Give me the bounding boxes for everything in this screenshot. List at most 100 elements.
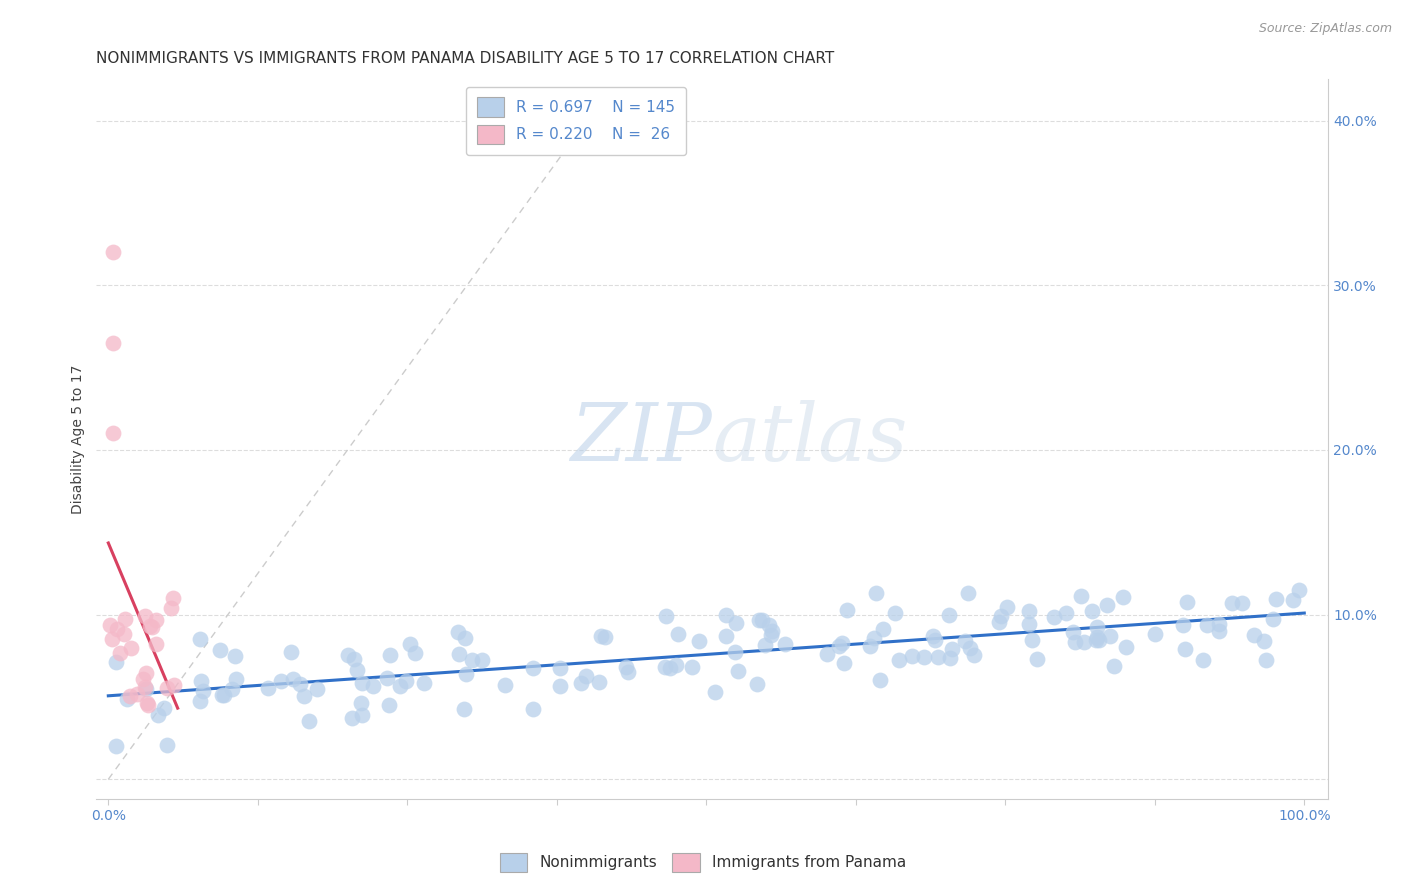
Point xyxy=(1288,582,1310,597)
Point xyxy=(350,696,373,710)
Point xyxy=(191,684,214,698)
Point xyxy=(139,619,162,633)
Point xyxy=(101,245,124,260)
Point xyxy=(922,629,945,643)
Point xyxy=(522,661,544,675)
Point xyxy=(225,673,247,687)
Point xyxy=(927,650,949,665)
Point xyxy=(363,679,385,693)
Point xyxy=(548,661,571,675)
Point xyxy=(1282,592,1305,607)
Point xyxy=(754,638,776,652)
Point xyxy=(447,624,470,639)
Point xyxy=(901,648,924,663)
Point xyxy=(865,586,887,600)
Point xyxy=(1073,635,1095,649)
Point xyxy=(714,630,737,644)
Point xyxy=(1243,628,1265,642)
Point xyxy=(105,739,128,754)
Point xyxy=(112,627,135,641)
Point xyxy=(959,640,981,655)
Point xyxy=(1021,632,1043,647)
Point xyxy=(655,609,678,624)
Point xyxy=(115,692,138,706)
Point xyxy=(454,631,477,645)
Point xyxy=(990,608,1012,623)
Point xyxy=(343,652,366,666)
Point xyxy=(211,688,233,702)
Y-axis label: Disability Age 5 to 17: Disability Age 5 to 17 xyxy=(72,365,86,514)
Point xyxy=(399,637,422,651)
Point xyxy=(745,676,768,690)
Point xyxy=(188,694,211,708)
Point xyxy=(832,657,855,671)
Point xyxy=(221,681,243,696)
Point xyxy=(288,677,311,691)
Point xyxy=(145,637,167,651)
Point xyxy=(1265,591,1288,606)
Text: NONIMMIGRANTS VS IMMIGRANTS FROM PANAMA DISABILITY AGE 5 TO 17 CORRELATION CHART: NONIMMIGRANTS VS IMMIGRANTS FROM PANAMA … xyxy=(97,51,835,66)
Point xyxy=(1256,653,1278,667)
Point xyxy=(101,335,124,350)
Point xyxy=(153,701,176,715)
Point xyxy=(454,667,477,681)
Point xyxy=(375,671,398,685)
Point xyxy=(872,622,894,636)
Point xyxy=(831,636,853,650)
Point xyxy=(1018,617,1040,632)
Point xyxy=(614,660,637,674)
Point xyxy=(292,689,315,703)
Point xyxy=(1263,612,1285,626)
Point xyxy=(337,648,360,663)
Point xyxy=(758,617,780,632)
Point xyxy=(125,687,148,701)
Point xyxy=(588,674,610,689)
Point xyxy=(135,681,157,696)
Point xyxy=(1208,624,1230,639)
Point xyxy=(1171,618,1194,632)
Point xyxy=(494,678,516,692)
Point xyxy=(887,653,910,667)
Point xyxy=(413,676,436,690)
Point xyxy=(305,681,328,696)
Point xyxy=(575,669,598,683)
Legend: Nonimmigrants, Immigrants from Panama: Nonimmigrants, Immigrants from Panama xyxy=(492,845,914,880)
Point xyxy=(1063,635,1085,649)
Point xyxy=(548,679,571,693)
Point xyxy=(190,673,212,688)
Point xyxy=(1143,627,1166,641)
Point xyxy=(828,639,851,653)
Point xyxy=(725,615,748,630)
Point xyxy=(447,647,470,661)
Point xyxy=(1220,596,1243,610)
Point xyxy=(1175,595,1198,609)
Point xyxy=(101,426,124,441)
Point xyxy=(1062,625,1084,640)
Point xyxy=(1112,590,1135,604)
Point xyxy=(654,660,676,674)
Point xyxy=(134,680,156,694)
Point xyxy=(995,599,1018,614)
Point xyxy=(522,702,544,716)
Point xyxy=(883,606,905,620)
Point xyxy=(132,672,155,686)
Point xyxy=(773,636,796,650)
Point xyxy=(378,648,401,662)
Point xyxy=(461,653,484,667)
Point xyxy=(1025,651,1047,665)
Point xyxy=(388,680,411,694)
Point xyxy=(156,738,179,752)
Point xyxy=(938,651,960,665)
Point xyxy=(298,714,321,728)
Point xyxy=(100,632,122,646)
Point xyxy=(350,707,373,722)
Point xyxy=(163,678,186,692)
Point xyxy=(148,708,170,723)
Point xyxy=(1085,630,1108,644)
Point xyxy=(761,628,783,642)
Point xyxy=(108,647,131,661)
Point xyxy=(761,624,783,639)
Point xyxy=(941,642,963,657)
Point xyxy=(665,657,688,672)
Point xyxy=(1174,642,1197,657)
